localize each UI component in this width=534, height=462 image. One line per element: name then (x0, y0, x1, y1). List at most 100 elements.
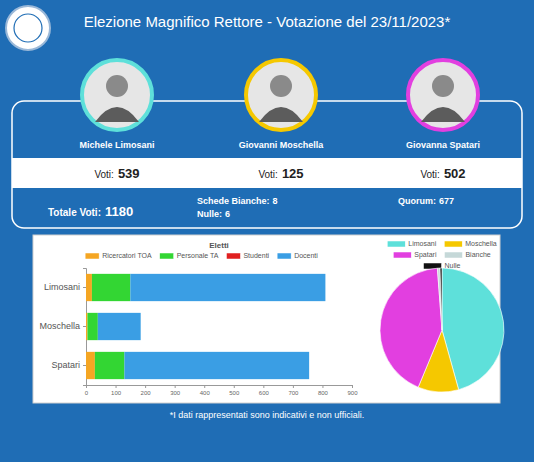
legend-item: Limosani (387, 240, 436, 247)
tick-mark (116, 385, 117, 388)
blank-label: Schede Bianche: (197, 196, 270, 206)
bar-segment (87, 313, 97, 340)
logo-circle (6, 6, 50, 50)
bar-segment (86, 274, 92, 301)
tick-mark (145, 385, 146, 388)
bar-segment (86, 352, 95, 379)
bar-segment (92, 274, 130, 301)
bar-segment (98, 313, 141, 340)
tick: Limosani (44, 282, 86, 292)
tick-label: 500 (229, 390, 240, 396)
tick-mark (293, 385, 294, 388)
blank-value: 8 (273, 196, 278, 206)
bar-segment (124, 352, 309, 379)
legend-swatch (387, 241, 405, 247)
tick-mark (83, 287, 86, 288)
legend-label: Ricercatori TOA (102, 252, 152, 259)
legend-swatch (277, 253, 291, 259)
tick-mark (322, 385, 323, 388)
chart-panel (33, 235, 500, 403)
null-ballots: Nulle:6 (197, 209, 230, 219)
legend-label: Spatari (414, 251, 437, 259)
tick-label: Spatari (51, 360, 80, 370)
tick-label: 100 (111, 390, 122, 396)
legend-item: Spatari (393, 251, 437, 259)
tick-label: Limosani (44, 282, 80, 292)
legend-item: Ricercatori TOA (85, 252, 152, 259)
tick-mark (204, 385, 205, 388)
legend-label: Studenti (243, 252, 269, 259)
tick-label: 200 (141, 390, 152, 396)
legend-swatch (444, 241, 462, 247)
quorum: Quorum:677 (398, 196, 454, 206)
bars (86, 274, 325, 379)
pie (380, 268, 504, 392)
tick: Spatari (51, 360, 86, 370)
total-votes: Totale Voti: 1180 (48, 204, 133, 219)
tick-label: 400 (200, 390, 211, 396)
total-value: 1180 (105, 204, 133, 219)
votes-label: Voti: (94, 169, 113, 180)
candidate-card: Michele Limosani Voti: 539 (79, 60, 154, 181)
category-axis: Limosani Moschella Spatari (39, 269, 86, 386)
candidate-name: Giovanni Moschella (239, 140, 325, 150)
photo-body (95, 107, 139, 122)
tick-mark (352, 385, 353, 388)
tick-label: 600 (259, 390, 270, 396)
tick: 200 (141, 385, 152, 396)
legend-label: Moschella (465, 240, 497, 247)
tick-label: Moschella (39, 321, 80, 331)
total-label: Totale Voti: (48, 207, 101, 218)
tick: 500 (229, 385, 240, 396)
tick-mark (83, 365, 86, 366)
legend-label: Limosani (408, 240, 436, 247)
candidate-votes: Voti:125 (258, 166, 303, 181)
quorum-value: 677 (439, 196, 454, 206)
votes-label: Voti: (420, 169, 439, 180)
tick-mark (234, 385, 235, 388)
null-label: Nulle: (197, 209, 222, 219)
legend-swatch (226, 253, 240, 259)
background (0, 0, 534, 462)
candidate-votes: Voti:502 (420, 166, 465, 181)
photo-frame (408, 60, 478, 130)
candidate-name: Michele Limosani (79, 140, 154, 150)
axis-line (83, 269, 87, 386)
pie-slice (440, 268, 442, 330)
candidate-panel (12, 101, 522, 228)
legend-swatch (85, 253, 99, 259)
tick: 400 (200, 385, 211, 396)
legend-swatch (444, 252, 462, 258)
photo-frame (246, 60, 316, 130)
bar-segment (130, 274, 325, 301)
candidate-name: Giovanna Spatari (406, 140, 480, 150)
tick: 600 (259, 385, 270, 396)
chart-title: Eletti (209, 241, 229, 250)
pie-slice (437, 268, 442, 330)
tick-label: 700 (288, 390, 299, 396)
axis-line (87, 386, 353, 389)
value-axis: 0100200300400500600700800900 (85, 385, 358, 396)
tick: 0 (85, 385, 89, 396)
legend-swatch (160, 253, 174, 259)
tick: 100 (111, 385, 122, 396)
legend-item: Moschella (444, 240, 497, 247)
legend-label: Docenti (294, 252, 318, 259)
legend-label: Personale TA (177, 252, 219, 259)
title: Elezione Magnifico Rettore - Votazione d… (84, 13, 451, 30)
blank-ballots: Schede Bianche:8 (197, 196, 278, 206)
null-value: 6 (225, 209, 230, 219)
photo-frame (82, 60, 152, 130)
pie-slice (380, 268, 442, 387)
bar-segment (95, 352, 125, 379)
tick-label: 0 (85, 390, 89, 396)
tick: Moschella (39, 321, 86, 331)
logo (6, 6, 50, 50)
votes-value: 539 (118, 166, 140, 181)
quorum-label: Quorum: (398, 196, 436, 206)
legend-item: Bianche (444, 251, 490, 258)
legend-item: Docenti (277, 252, 318, 259)
candidate-card: Giovanni Moschella Voti:125 (239, 60, 325, 181)
photo-head (432, 75, 454, 97)
bar-segment (86, 313, 87, 340)
